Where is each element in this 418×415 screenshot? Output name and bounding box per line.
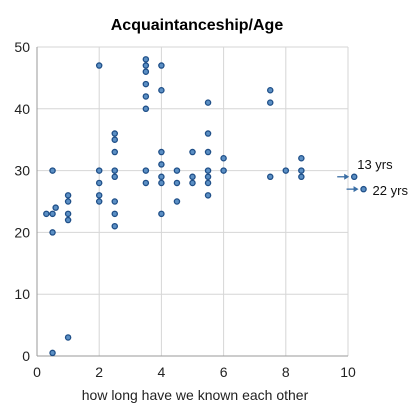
x-tick-label: 4 [158, 364, 166, 380]
data-point [189, 173, 196, 181]
data-point [95, 62, 103, 69]
data-point [111, 210, 119, 218]
data-point [95, 198, 103, 205]
x-tick-label: 0 [33, 364, 41, 380]
y-tick-label: 50 [14, 39, 30, 55]
data-point [158, 62, 165, 69]
data-point [49, 210, 56, 218]
data-point [111, 222, 119, 230]
data-point [220, 154, 227, 162]
data-point [64, 210, 72, 218]
data-point [111, 198, 119, 205]
data-point [158, 179, 165, 187]
x-tick-label: 8 [282, 364, 290, 380]
data-point [220, 167, 227, 174]
y-tick-label: 40 [14, 101, 30, 117]
data-point [189, 179, 196, 187]
grid [37, 46, 349, 356]
data-point [43, 210, 50, 218]
data-point [266, 87, 274, 94]
data-point [204, 192, 212, 199]
arrowhead-icon [353, 186, 359, 193]
data-points [43, 56, 367, 357]
data-point [158, 210, 165, 218]
data-point [189, 148, 196, 156]
annotation-label: 13 yrs [357, 157, 393, 172]
data-point [95, 179, 103, 187]
data-point [111, 148, 119, 156]
data-point [111, 136, 119, 143]
data-point [49, 349, 56, 357]
data-point [298, 173, 305, 181]
data-point [158, 173, 165, 181]
data-point [142, 80, 150, 88]
data-point [204, 173, 212, 181]
x-tick-label: 10 [340, 364, 356, 380]
data-point [350, 173, 358, 181]
data-point [49, 167, 56, 174]
data-point [204, 99, 212, 106]
y-tick-label: 20 [14, 224, 30, 240]
data-point [142, 167, 150, 174]
data-point [204, 148, 212, 156]
y-tick-label: 30 [14, 163, 30, 179]
data-point [266, 173, 274, 181]
data-point [158, 87, 165, 94]
x-tick-label: 2 [95, 364, 103, 380]
x-axis-ticks: 0 2 4 6 8 10 [33, 364, 356, 380]
y-tick-label: 0 [22, 348, 30, 364]
data-point [158, 161, 165, 168]
data-point [282, 167, 290, 174]
data-point [142, 56, 150, 63]
data-point [64, 192, 72, 199]
data-point [173, 167, 181, 174]
data-point [64, 216, 72, 224]
data-point [142, 179, 150, 187]
arrowhead-icon [344, 173, 350, 180]
axes [36, 47, 348, 357]
data-point [111, 130, 119, 137]
data-point [173, 179, 181, 187]
data-point [64, 334, 72, 341]
chart-title: Acquaintanceship/Age [111, 17, 284, 34]
data-point [266, 99, 274, 106]
data-point [111, 167, 119, 174]
data-point [204, 179, 212, 187]
annotations: 13 yrs 22 yrs [337, 157, 408, 198]
data-point [52, 204, 59, 211]
data-point [158, 148, 165, 156]
x-tick-label: 6 [220, 364, 228, 380]
data-point [298, 167, 305, 174]
data-point [173, 198, 181, 205]
data-point [204, 167, 212, 174]
data-point [95, 167, 103, 174]
data-point [64, 198, 72, 205]
data-point [204, 130, 212, 137]
x-axis-label: how long have we known each other [82, 387, 309, 403]
data-point [142, 62, 150, 69]
y-tick-label: 10 [14, 286, 30, 302]
data-point [360, 185, 367, 193]
data-point [142, 68, 150, 75]
data-point [142, 105, 150, 113]
data-point [111, 173, 119, 181]
y-axis-ticks: 0 10 20 30 40 50 [14, 39, 30, 364]
annotation-label: 22 yrs [373, 183, 409, 198]
data-point [95, 192, 103, 199]
data-point [298, 154, 305, 162]
data-point [49, 229, 56, 236]
data-point [142, 93, 150, 100]
